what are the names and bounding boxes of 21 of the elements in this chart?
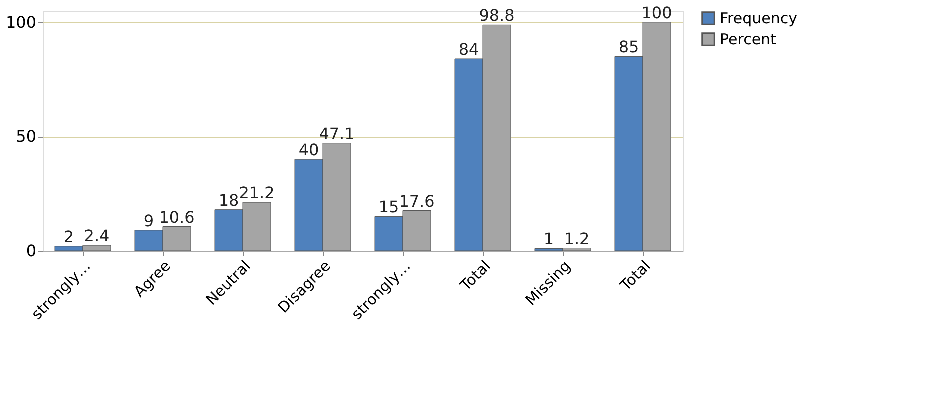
legend-label: Frequency: [720, 10, 798, 28]
data-label: 2: [64, 227, 74, 246]
y-tick-label: 0: [26, 242, 36, 260]
data-label: 98.8: [479, 6, 515, 26]
data-label: 1: [544, 230, 554, 249]
data-label: 1.2: [564, 229, 590, 248]
data-label: 17.6: [399, 192, 435, 211]
data-label: 21.2: [239, 184, 275, 203]
data-label: 10.6: [159, 208, 195, 227]
data-label: 18: [218, 190, 240, 210]
legend-label: Percent: [720, 30, 777, 48]
data-label: 15: [378, 198, 400, 217]
data-label: 47.1: [319, 124, 355, 144]
data-label: 85: [618, 38, 640, 57]
data-label: 40: [298, 140, 320, 160]
data-label: 84: [458, 40, 480, 59]
data-label: 2.4: [84, 226, 110, 246]
data-label: 9: [144, 211, 154, 230]
y-tick-label: 100: [6, 12, 36, 32]
y-tick-label: 50: [16, 127, 36, 146]
data-label: 100: [642, 3, 672, 22]
